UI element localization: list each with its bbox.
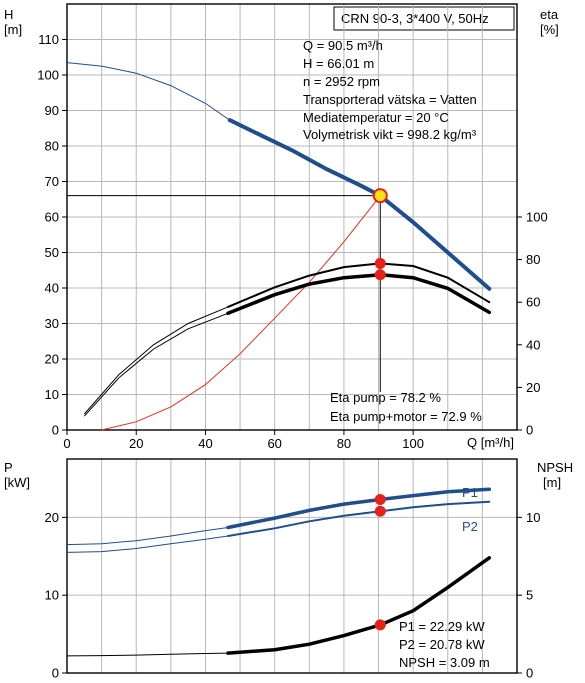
head-tick-label: 0	[52, 423, 59, 438]
p2-curve-extended	[66, 535, 229, 553]
head-tick-label: 80	[45, 139, 59, 154]
p2-curve-label: P2	[462, 519, 478, 534]
info-density: Volymetrisk vikt = 998.2 kg/m³	[303, 127, 477, 142]
eta-tick-label: 60	[526, 295, 540, 310]
head-axis-label-line2: [m]	[4, 22, 22, 37]
npsh-curve	[226, 556, 492, 655]
npsh-marker	[374, 619, 386, 631]
p1-curve-label: P1	[462, 485, 478, 500]
info-temperature: Mediatemperatur = 20 °C	[303, 110, 449, 125]
eta-tick-label: 100	[526, 210, 548, 225]
info-p2: P2 = 20.78 kW	[399, 637, 485, 652]
head-efficiency-plot: 0 10 20 30 40 50 60 70 80 90 100 110 0 20 40 60 80 100 0…	[37, 3, 548, 451]
eta-pump-marker	[374, 257, 386, 269]
power-plot-series	[66, 487, 492, 657]
eta-pump-motor-curve-extended	[83, 312, 229, 417]
power-tick-label: 0	[52, 666, 59, 681]
eta-axis-label-line1: eta	[540, 7, 559, 22]
npsh-tick-label: 0	[526, 666, 533, 681]
head-tick-label: 70	[45, 174, 59, 189]
chart-header: H [m] eta [%] CRN 90-3, 3*400 V, 50Hz	[4, 6, 559, 37]
duty-point-marker	[372, 188, 388, 204]
flow-tick-label: 20	[129, 436, 143, 451]
npsh-axis-label-line1: NPSH	[537, 460, 573, 475]
head-tick-label: 110	[38, 32, 59, 47]
power-tick-label: 20	[45, 510, 59, 525]
power-plot-markers	[374, 494, 386, 631]
flow-axis-ticks: 0 20 40 60 80 100	[63, 430, 424, 451]
head-axis-ticks: 0 10 20 30 40 50 60 70 80 90 100 110	[37, 32, 67, 438]
p2-curve	[227, 500, 491, 537]
npsh-axis-label-line2: [m]	[543, 475, 561, 490]
head-axis-label-line1: H	[4, 7, 13, 22]
npsh-curve-extended	[66, 652, 229, 657]
npsh-tick-label: 10	[526, 510, 540, 525]
p1-curve-extended	[66, 527, 229, 546]
npsh-axis-ticks: 0 5 10	[517, 510, 540, 681]
power-tick-label: 10	[45, 588, 59, 603]
npsh-tick-label: 5	[526, 588, 533, 603]
efficiency-info: Eta pump = 78.2 % Eta pump+motor = 72.9 …	[330, 390, 482, 424]
p1-marker	[374, 494, 386, 506]
eta-tick-label: 20	[526, 380, 540, 395]
power-info: P1 = 22.29 kW P2 = 20.78 kW NPSH = 3.09 …	[399, 619, 490, 670]
head-tick-label: 50	[45, 245, 59, 260]
power-axis-ticks: 0 10 20	[45, 510, 67, 681]
flow-tick-label: 40	[198, 436, 212, 451]
info-npsh: NPSH = 3.09 m	[399, 655, 490, 670]
flow-tick-label: 80	[337, 436, 351, 451]
eta-tick-label: 40	[526, 337, 540, 352]
info-eta-pump: Eta pump = 78.2 %	[330, 390, 441, 405]
info-p1: P1 = 22.29 kW	[399, 619, 485, 634]
head-tick-label: 10	[45, 387, 59, 402]
power-plot-frame	[66, 458, 518, 674]
eta-tick-label: 0	[526, 423, 533, 438]
head-plot-grid	[67, 4, 517, 430]
eta-axis-label-line2: [%]	[540, 22, 559, 37]
info-h: H = 66.01 m	[303, 56, 374, 71]
head-tick-label: 40	[45, 281, 59, 296]
eta-pump-motor-marker	[374, 269, 386, 281]
head-tick-label: 90	[45, 103, 59, 118]
power-axis-label-line2: [kW]	[4, 475, 30, 490]
head-curve	[227, 118, 492, 291]
head-curve-extended	[66, 62, 230, 121]
info-n: n = 2952 rpm	[303, 74, 380, 89]
head-plot-series	[66, 62, 492, 431]
info-eta-pump-motor: Eta pump+motor = 72.9 %	[330, 409, 482, 424]
p2-marker	[374, 505, 386, 517]
chart-title: CRN 90-3, 3*400 V, 50Hz	[341, 11, 489, 26]
eta-pump-curve	[227, 262, 491, 308]
system-curve	[101, 195, 381, 431]
eta-pump-curve-extended	[83, 306, 229, 415]
eta-tick-label: 80	[526, 252, 540, 267]
info-liquid: Transporterad vätska = Vatten	[303, 92, 477, 107]
eta-axis-ticks: 0 20 40 60 80 100	[517, 210, 548, 438]
p1-curve	[226, 487, 492, 530]
head-tick-label: 20	[45, 352, 59, 367]
flow-tick-label: 100	[402, 436, 424, 451]
head-plot-markers	[372, 188, 388, 281]
flow-tick-label: 0	[63, 436, 70, 451]
info-q: Q = 90.5 m³/h	[303, 38, 383, 53]
power-axis-label-line1: P	[4, 460, 13, 475]
head-tick-label: 30	[45, 316, 59, 331]
flow-tick-label: 60	[267, 436, 281, 451]
duty-point-info: Q = 90.5 m³/h H = 66.01 m n = 2952 rpm T…	[303, 38, 477, 142]
eta-pump-motor-curve	[226, 272, 492, 316]
power-npsh-plot: P [kW] NPSH [m] 0 10 20 0 5 10 P1 P2 P1 = 22…	[4, 458, 573, 681]
head-tick-label: 100	[37, 68, 59, 83]
flow-axis-label: Q [m³/h]	[467, 435, 514, 450]
head-tick-label: 60	[45, 210, 59, 225]
